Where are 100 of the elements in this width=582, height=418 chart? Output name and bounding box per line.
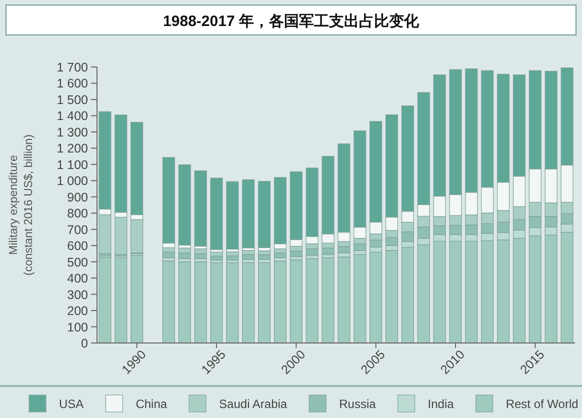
- bar: [114, 257, 128, 344]
- bar: [370, 240, 382, 248]
- bar: [242, 179, 255, 248]
- bar: [449, 224, 462, 236]
- bar: [242, 248, 255, 251]
- bar: [385, 237, 398, 246]
- bar: [338, 232, 350, 242]
- bar: [497, 240, 510, 344]
- bar: [274, 257, 287, 262]
- bar: [497, 74, 510, 183]
- bar: [338, 246, 350, 254]
- y-tick-label: 600: [67, 239, 88, 254]
- bar: [194, 253, 207, 259]
- bar: [306, 248, 318, 256]
- y-tick-label: 1 400: [56, 109, 88, 124]
- bar: [481, 187, 494, 214]
- bar: [417, 204, 430, 216]
- bar: [306, 258, 318, 344]
- bar: [465, 214, 478, 226]
- bar: [98, 208, 112, 216]
- bar: [465, 192, 478, 216]
- bar: [370, 234, 382, 240]
- bar: [242, 262, 255, 344]
- bar: [449, 194, 462, 216]
- bar: [385, 250, 398, 344]
- bar: [258, 259, 271, 263]
- y-axis-title: Military expenditure (constant 2016 US$, billion): [8, 134, 35, 276]
- bar: [162, 260, 175, 344]
- y-tick-label: 700: [67, 222, 88, 237]
- legend-label: Russia: [339, 397, 376, 411]
- bar: [162, 257, 175, 262]
- y-tick-label: 400: [67, 272, 88, 286]
- bar: [417, 244, 430, 344]
- bar: [512, 219, 526, 230]
- bar: [178, 164, 191, 246]
- bar: [560, 224, 574, 233]
- bar: [512, 238, 526, 344]
- bar: [497, 222, 510, 233]
- bar: [433, 225, 446, 236]
- bar: [306, 168, 318, 237]
- bar: [497, 182, 510, 211]
- bar: [322, 234, 334, 244]
- bar: [512, 176, 526, 207]
- bar: [481, 223, 494, 234]
- bar: [544, 216, 558, 228]
- bar: [178, 262, 191, 344]
- bar: [465, 68, 478, 193]
- bar: [162, 247, 175, 252]
- bar: [465, 234, 478, 242]
- bar: [544, 234, 558, 344]
- bar: [354, 226, 366, 239]
- bar: [338, 256, 350, 344]
- bar: [370, 252, 382, 344]
- bar: [401, 211, 414, 223]
- bar: [274, 177, 287, 244]
- bar: [433, 196, 446, 217]
- bar: [481, 212, 494, 224]
- bar: [226, 181, 239, 250]
- bar: [98, 214, 112, 254]
- legend-label: USA: [59, 397, 84, 411]
- bar: [322, 257, 334, 344]
- bar: [481, 233, 494, 242]
- y-tick-label: 1 600: [56, 76, 88, 91]
- bar: [385, 230, 398, 238]
- legend-label: India: [428, 397, 454, 411]
- bar: [354, 238, 366, 244]
- bar: [98, 256, 112, 344]
- bar: [370, 222, 382, 234]
- bar: [194, 262, 207, 344]
- bar: [560, 213, 574, 224]
- bar: [560, 68, 574, 166]
- bar: [162, 157, 175, 244]
- bar: [512, 206, 526, 220]
- bar: [528, 202, 542, 217]
- bar: [114, 216, 128, 255]
- bar: [98, 111, 112, 210]
- bar: [114, 114, 128, 213]
- bar: [130, 214, 144, 220]
- bar: [528, 70, 542, 170]
- bar: [544, 70, 558, 170]
- y-tick-label: 1 300: [56, 125, 88, 140]
- bar: [544, 168, 558, 204]
- y-tick-label: 1 700: [56, 60, 88, 74]
- bar: [417, 216, 430, 228]
- bar: [417, 92, 430, 205]
- bar: [354, 254, 366, 344]
- bar: [290, 260, 302, 344]
- bar: [370, 121, 382, 223]
- bar: [130, 219, 144, 254]
- bar: [322, 248, 334, 255]
- y-tick-label: 100: [67, 320, 88, 334]
- bar: [528, 236, 542, 344]
- y-tick-label: 1 500: [56, 92, 88, 107]
- bar: [194, 248, 207, 254]
- bar: [465, 224, 478, 236]
- bar: [528, 216, 542, 228]
- bar: [210, 256, 223, 260]
- bar: [226, 262, 239, 344]
- bar: [560, 232, 574, 344]
- bar: [528, 227, 542, 236]
